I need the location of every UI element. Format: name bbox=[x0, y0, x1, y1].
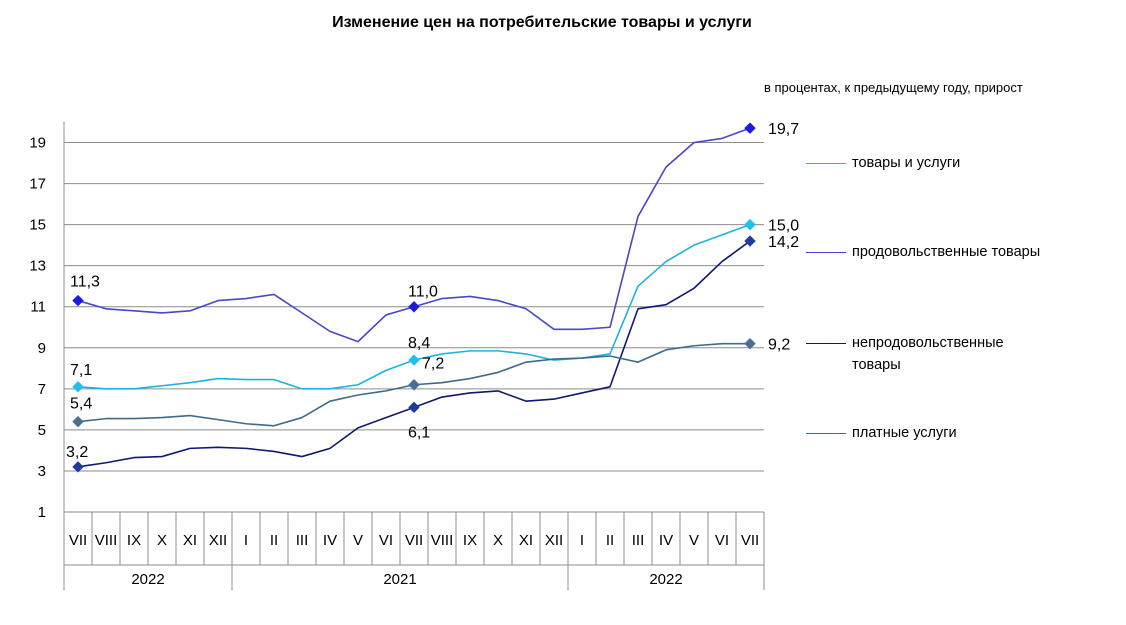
year-label-1: 2021 bbox=[383, 571, 416, 588]
x-tick-label-11: VI bbox=[379, 532, 393, 549]
legend-swatch-nonfood bbox=[806, 343, 846, 344]
x-tick-label-24: VII bbox=[741, 532, 759, 549]
y-tick-label-5: 5 bbox=[38, 422, 46, 439]
year-label-2: 2022 bbox=[649, 571, 682, 588]
series-1-data-label-0: 11,3 bbox=[70, 274, 100, 291]
series-0-data-label-24: 15,0 bbox=[768, 218, 799, 235]
series-2-marker-0 bbox=[72, 461, 84, 473]
x-tick-label-19: II bbox=[606, 532, 614, 549]
series-3-marker-24 bbox=[744, 337, 756, 350]
series-3-marker-12 bbox=[408, 379, 420, 391]
series-0-data-label-0: 7,1 bbox=[70, 362, 92, 379]
series-3-data-label-24: 9,2 bbox=[768, 337, 790, 354]
series-1-data-label-24: 19,7 bbox=[768, 121, 799, 138]
x-tick-label-3: X bbox=[157, 532, 167, 549]
legend-label-goods-services: товары и услуги bbox=[852, 155, 961, 171]
y-tick-label-11: 11 bbox=[30, 299, 46, 316]
x-tick-label-8: III bbox=[296, 532, 309, 549]
x-tick-label-14: IX bbox=[463, 532, 477, 549]
x-tick-label-15: X bbox=[493, 532, 503, 549]
y-tick-label-19: 19 bbox=[29, 135, 46, 152]
series-1-marker-0 bbox=[72, 294, 84, 307]
x-tick-label-16: XI bbox=[519, 532, 533, 549]
series-0-data-label-12: 8,4 bbox=[408, 335, 430, 352]
series-2-data-label-12: 6,1 bbox=[408, 424, 430, 441]
x-tick-label-10: V bbox=[353, 532, 363, 549]
x-tick-label-22: V bbox=[689, 532, 699, 549]
y-tick-label-17: 17 bbox=[29, 176, 46, 193]
chart-subtitle: в процентах, к предыдущему году, прирост bbox=[764, 80, 1023, 95]
series-2-data-label-24: 14,2 bbox=[768, 234, 799, 251]
y-tick-label-7: 7 bbox=[38, 381, 46, 398]
x-tick-label-23: VI bbox=[715, 532, 729, 549]
y-tick-label-1: 1 bbox=[38, 504, 46, 521]
x-tick-label-7: II bbox=[270, 532, 278, 549]
series-0-marker-0 bbox=[72, 381, 84, 393]
y-tick-label-9: 9 bbox=[38, 340, 46, 357]
x-tick-label-4: XI bbox=[183, 532, 197, 549]
series-0-marker-24 bbox=[744, 218, 756, 231]
x-tick-label-6: I bbox=[244, 532, 248, 549]
series-3-data-label-12: 7,2 bbox=[422, 356, 444, 373]
series-1-data-label-12: 11,0 bbox=[408, 284, 438, 301]
legend-label-nonfood: непродовольственные товары bbox=[852, 335, 1004, 373]
series-2-marker-12 bbox=[408, 401, 420, 414]
series-0-marker-12 bbox=[408, 354, 420, 366]
x-tick-label-5: XII bbox=[209, 532, 227, 549]
year-label-0: 2022 bbox=[131, 571, 164, 588]
legend-swatch-goods-services bbox=[806, 163, 846, 164]
x-tick-label-0: VII bbox=[69, 532, 87, 549]
chart-title: Изменение цен на потребительские товары … bbox=[332, 14, 752, 31]
legend-swatch-services bbox=[806, 433, 846, 434]
legend-label-food: продовольственные товары bbox=[852, 244, 1041, 260]
series-1-marker-24 bbox=[744, 122, 756, 134]
legend-swatch-food bbox=[806, 252, 846, 253]
y-tick-label-15: 15 bbox=[29, 217, 46, 234]
series-3-marker-0 bbox=[72, 415, 84, 428]
x-tick-label-13: VIII bbox=[431, 532, 454, 549]
x-tick-label-2: IX bbox=[127, 532, 141, 549]
x-tick-label-1: VIII bbox=[95, 532, 118, 549]
y-tick-label-13: 13 bbox=[29, 258, 46, 275]
x-tick-label-12: VII bbox=[405, 532, 423, 549]
series-2-marker-24 bbox=[744, 235, 756, 247]
x-tick-label-21: IV bbox=[659, 532, 673, 549]
series-3-data-label-0: 5,4 bbox=[70, 396, 92, 413]
x-tick-label-20: III bbox=[632, 532, 645, 549]
series-2-data-label-0: 3,2 bbox=[66, 444, 88, 461]
x-tick-label-17: XII bbox=[545, 532, 563, 549]
series-1-marker-12 bbox=[408, 301, 420, 313]
legend-label-services: платные услуги bbox=[852, 425, 957, 441]
x-tick-label-18: I bbox=[580, 532, 584, 549]
y-tick-label-3: 3 bbox=[38, 463, 46, 480]
x-tick-label-9: IV bbox=[323, 532, 337, 549]
